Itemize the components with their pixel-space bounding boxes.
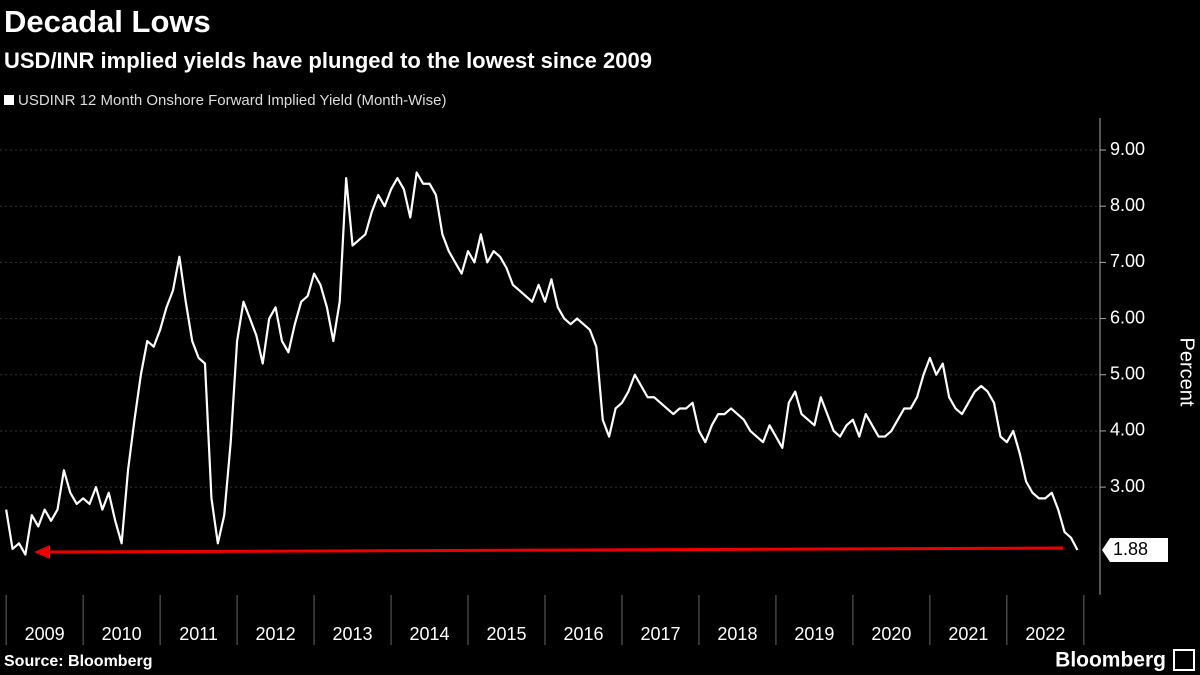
x-tick-label: 2017: [640, 624, 680, 644]
source: Source: Bloomberg: [4, 653, 152, 670]
chart-subtitle: USD/INR implied yields have plunged to t…: [4, 48, 652, 73]
legend-swatch: [4, 95, 14, 105]
x-tick-label: 2020: [871, 624, 911, 644]
annotation-arrow: [43, 546, 1064, 554]
x-tick-label: 2012: [256, 624, 296, 644]
y-tick-label: 5.00: [1110, 364, 1145, 384]
y-tick-label: 4.00: [1110, 420, 1145, 440]
chart-title: Decadal Lows: [4, 4, 211, 39]
x-tick-label: 2014: [410, 624, 450, 644]
legend-label: USDINR 12 Month Onshore Forward Implied …: [18, 92, 446, 109]
x-tick-label: 2010: [102, 624, 142, 644]
y-axis-label: Percent: [1176, 338, 1198, 407]
last-value-tag: [1102, 538, 1168, 563]
last-value-label: 1.88: [1113, 539, 1148, 559]
x-tick-label: 2009: [25, 624, 65, 644]
y-tick-label: 7.00: [1110, 251, 1145, 271]
y-tick-label: 6.00: [1110, 307, 1145, 327]
x-tick-label: 2022: [1025, 624, 1065, 644]
x-tick-label: 2015: [486, 624, 526, 644]
y-tick-label: 8.00: [1110, 195, 1145, 215]
annotation-arrowhead: [34, 545, 50, 560]
x-tick-label: 2016: [563, 624, 603, 644]
y-tick-label: 3.00: [1110, 476, 1145, 496]
x-tick-label: 2013: [333, 624, 373, 644]
brand-logo: Bloomberg: [1055, 649, 1166, 672]
x-tick-label: 2021: [948, 624, 988, 644]
brand-icon: [1173, 649, 1195, 671]
x-tick-label: 2011: [179, 624, 218, 644]
x-tick-label: 2019: [794, 624, 834, 644]
x-tick-label: 2018: [717, 624, 757, 644]
series-line: [5, 171, 1079, 556]
y-tick-label: 9.00: [1110, 139, 1145, 159]
